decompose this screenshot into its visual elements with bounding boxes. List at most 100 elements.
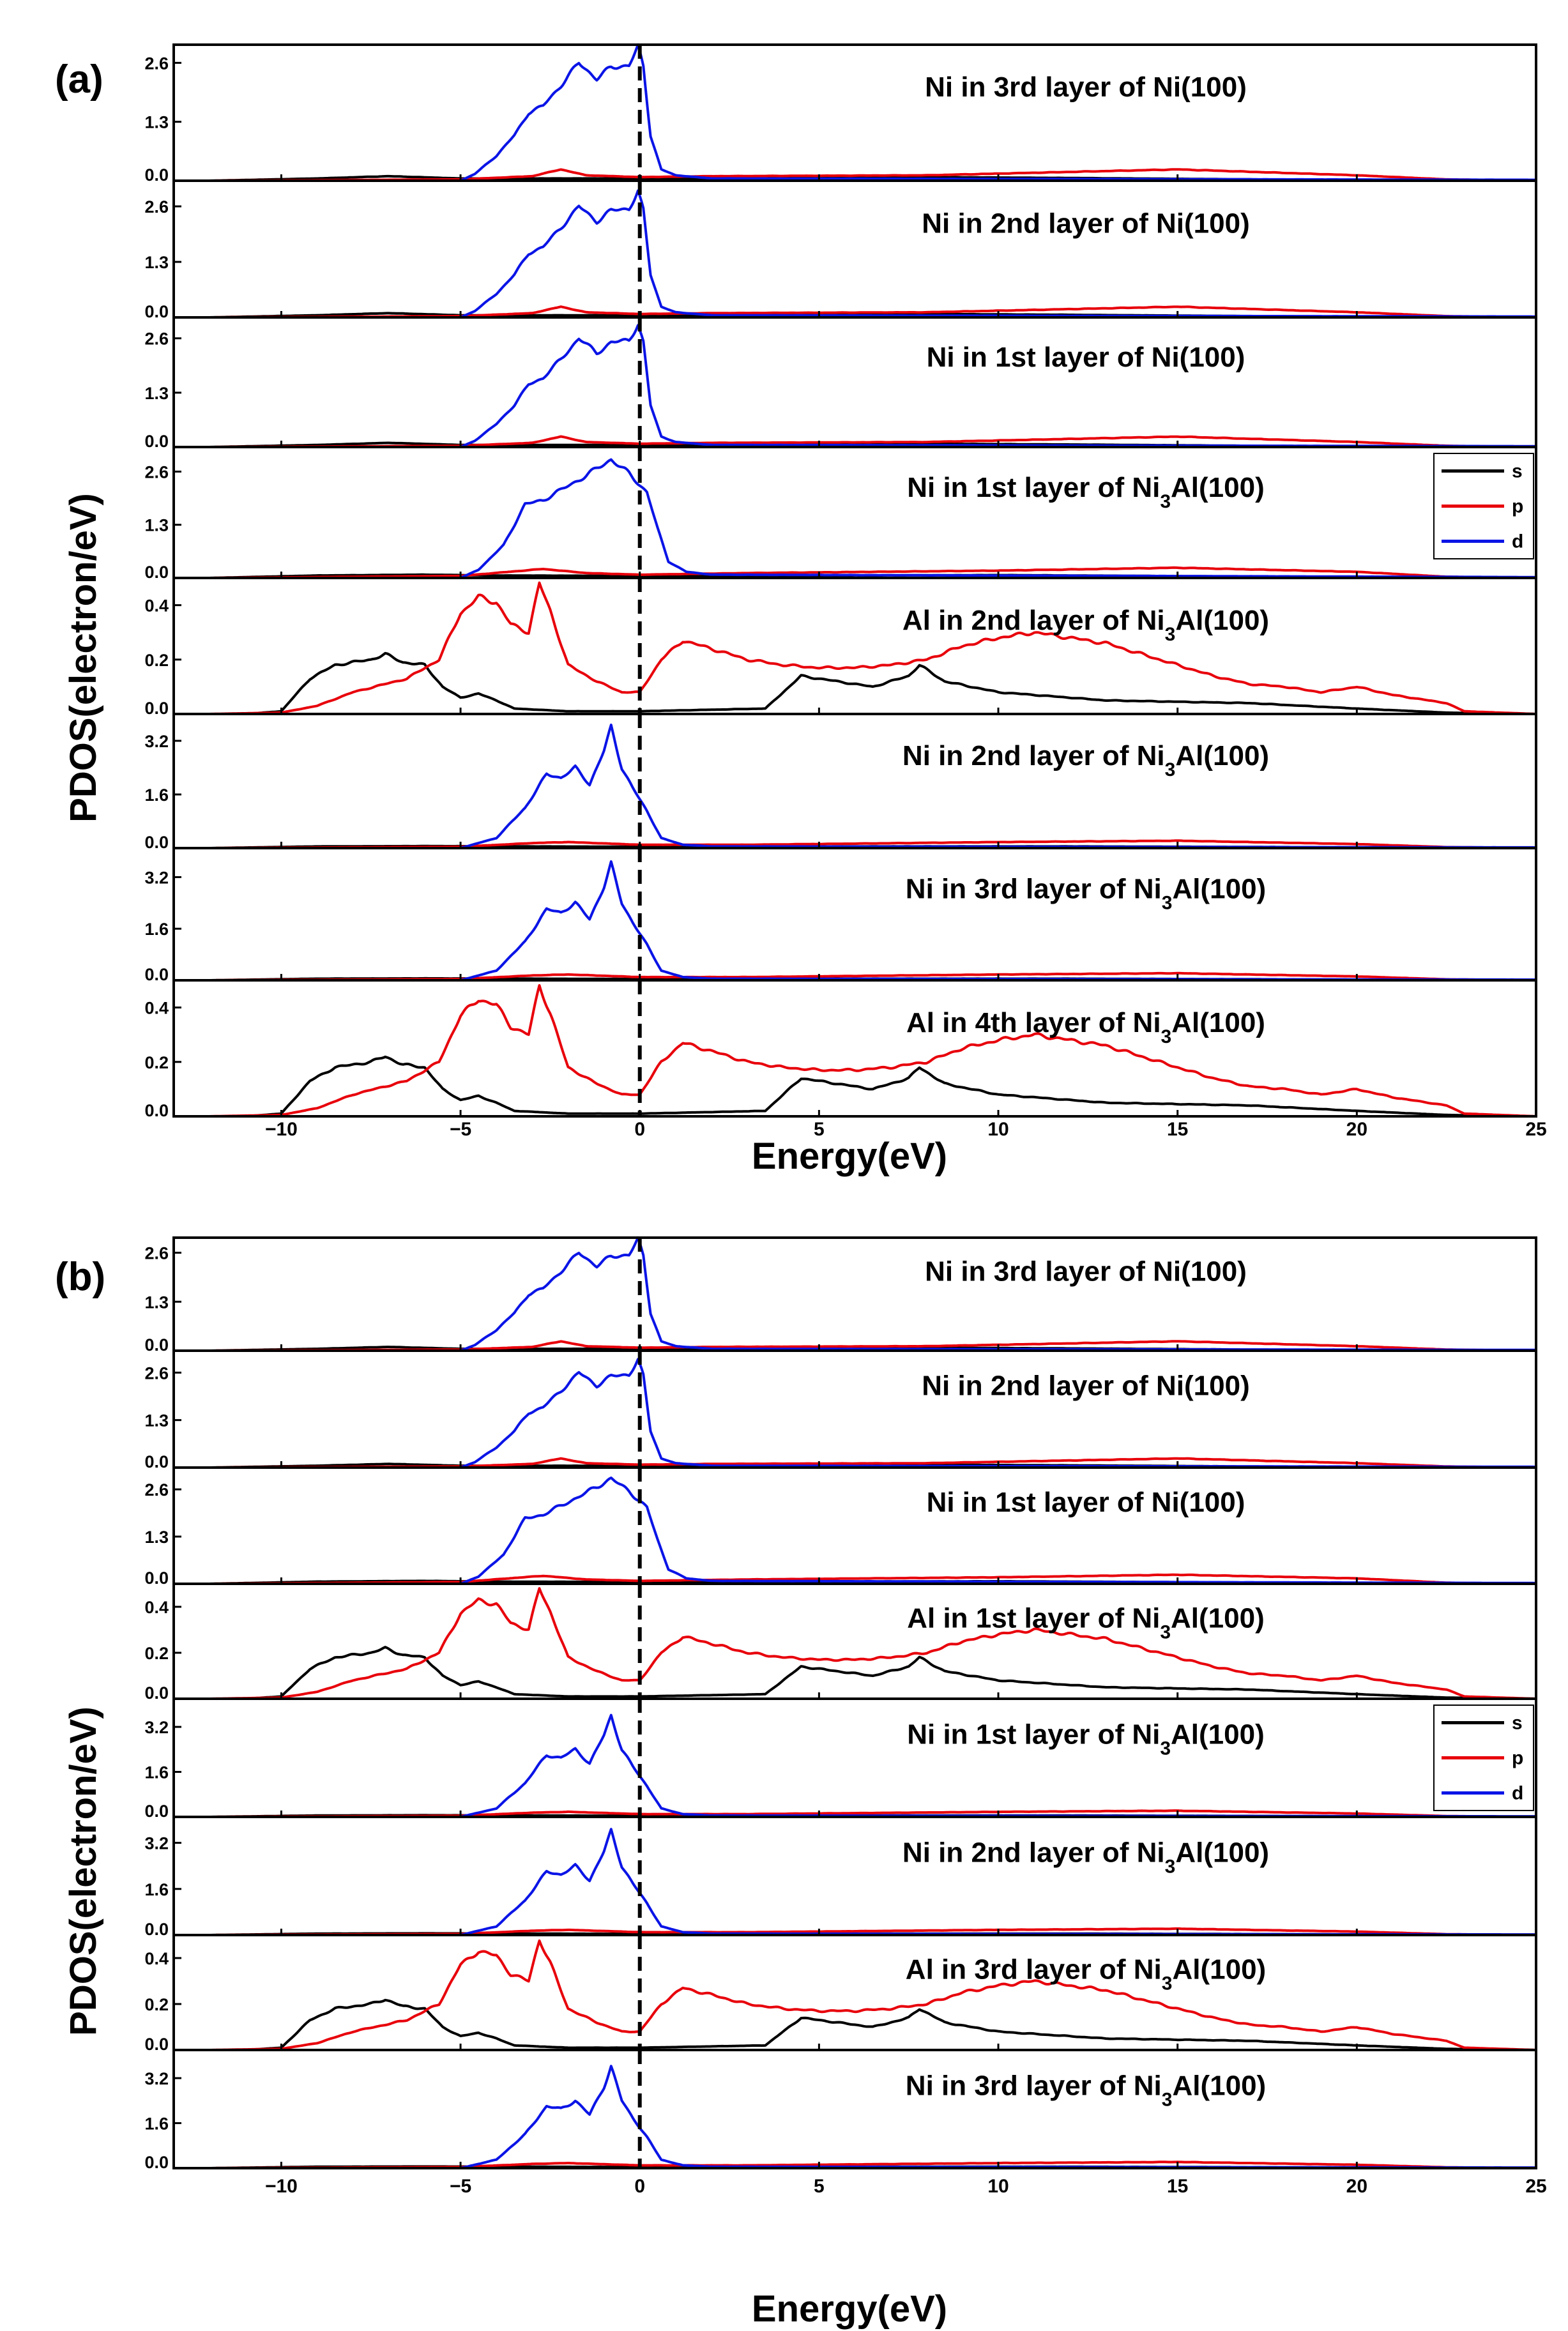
legend-label-p: p bbox=[1512, 496, 1523, 517]
y-tick-label: 1.3 bbox=[144, 516, 169, 535]
figure-a-label: (a) bbox=[55, 57, 103, 102]
subscript: 3 bbox=[1160, 1738, 1171, 1759]
panel-frame bbox=[172, 1697, 1537, 1818]
y-tick-label: 0.0 bbox=[144, 833, 169, 852]
y-tick-label: 2.6 bbox=[144, 54, 169, 73]
x-tick-label: 25 bbox=[1525, 2176, 1546, 2197]
series-p-line bbox=[174, 984, 1537, 1118]
panel-frame bbox=[172, 847, 1537, 982]
figure-b-panels: 0.0 1.3 2.6 Ni in 3rd layer of Ni(100) 0.0 1.… bbox=[144, 1236, 1547, 2197]
y-tick-label: 0.2 bbox=[144, 1995, 169, 2014]
y-tick-label: 1.3 bbox=[144, 113, 169, 132]
panel-title: Ni in 2nd layer of Ni(100) bbox=[922, 1371, 1249, 1402]
legend-label-p: p bbox=[1512, 1748, 1523, 1769]
svg-text:PDOS(electron/eV): PDOS(electron/eV) bbox=[63, 493, 104, 823]
panel-frame bbox=[172, 1236, 1537, 1352]
series-p-line bbox=[174, 1939, 1537, 2051]
x-tick-label: 0 bbox=[634, 1119, 645, 1140]
panel: 0.0 1.6 3.2 Ni in 2nd layer of Ni3Al(100) bbox=[144, 713, 1537, 852]
x-tick-label: 20 bbox=[1346, 2176, 1367, 2197]
y-tick-label: 2.6 bbox=[144, 330, 169, 349]
x-tick-label: 15 bbox=[1167, 1119, 1188, 1140]
panel: 0.00.20.4 Al in 2nd layer of Ni3Al(100) bbox=[144, 577, 1537, 718]
panel-frame bbox=[172, 446, 1537, 579]
panel: 0.0 1.3 2.6 Ni in 2nd layer of Ni(100) bbox=[144, 1349, 1537, 1471]
y-tick-label: 1.6 bbox=[144, 2115, 169, 2134]
y-tick-label: 0.0 bbox=[144, 965, 169, 984]
y-tick-label: 2.6 bbox=[144, 1480, 169, 1500]
subscript: 3 bbox=[1161, 1026, 1172, 1047]
series-p-line bbox=[174, 566, 1536, 579]
series-d-line bbox=[174, 2065, 1536, 2169]
series-d-line bbox=[174, 1358, 1536, 1469]
legend-label-d: d bbox=[1512, 1783, 1523, 1804]
x-tick-label: 5 bbox=[814, 1119, 825, 1140]
panel-title: Ni in 2nd layer of Ni(100) bbox=[922, 208, 1249, 239]
x-tick-label: −5 bbox=[450, 1119, 471, 1140]
figure-b-label: (b) bbox=[55, 1255, 105, 1299]
panel-frame bbox=[172, 1934, 1537, 2051]
subscript: 3 bbox=[1162, 2089, 1173, 2110]
y-tick-label: 0.4 bbox=[144, 1598, 169, 1617]
y-tick-label: 0.0 bbox=[144, 1335, 169, 1355]
y-tick-label: 0.4 bbox=[144, 999, 169, 1018]
y-tick-label: 0.4 bbox=[144, 1949, 169, 1968]
y-tick-label: 0.0 bbox=[144, 1920, 169, 1939]
panel: 0.00.20.4 Al in 1st layer of Ni3Al(100) bbox=[144, 1583, 1537, 1703]
y-tick-label: 0.0 bbox=[144, 165, 169, 185]
panel-frame bbox=[172, 43, 1537, 182]
series-d-line bbox=[174, 860, 1536, 982]
x-tick-label: 20 bbox=[1346, 1119, 1367, 1140]
x-tick-label: 10 bbox=[987, 2176, 1009, 2197]
x-tick-label: 10 bbox=[987, 1119, 1009, 1140]
panel: 0.0 1.6 3.2 Ni in 3rd layer of Ni3Al(100) bbox=[144, 847, 1537, 984]
y-tick-label: 1.6 bbox=[144, 1763, 169, 1782]
svg-text:PDOS(electron/eV): PDOS(electron/eV) bbox=[63, 1706, 104, 2036]
subscript: 3 bbox=[1165, 1856, 1176, 1877]
y-tick-label: 0.2 bbox=[144, 1053, 169, 1072]
y-tick-label: 0.0 bbox=[144, 1568, 169, 1588]
panel-title: Ni in 3rd layer of Ni(100) bbox=[925, 1256, 1247, 1287]
panel-title: Ni in 2nd layer of Ni3Al(100) bbox=[902, 740, 1269, 780]
panel: 0.0 1.6 3.2 Ni in 2nd layer of Ni3Al(100) bbox=[144, 1816, 1537, 1939]
y-tick-label: 3.2 bbox=[144, 1718, 169, 1737]
panel-title: Ni in 3rd layer of Ni3Al(100) bbox=[906, 2070, 1266, 2110]
legend-label-d: d bbox=[1512, 531, 1523, 552]
y-tick-label: 2.6 bbox=[144, 197, 169, 216]
y-tick-label: 0.0 bbox=[144, 1452, 169, 1471]
y-tick-label: 1.3 bbox=[144, 1528, 169, 1547]
figure-a-xlabel: Energy(eV) bbox=[752, 1135, 947, 1177]
legend-label-s: s bbox=[1512, 461, 1523, 482]
panel: 0.0 1.3 2.6 Ni in 3rd layer of Ni(100) bbox=[144, 1236, 1537, 1355]
panel-title: Ni in 1st layer of Ni(100) bbox=[927, 1487, 1245, 1518]
y-tick-label: 1.3 bbox=[144, 1293, 169, 1312]
panel: 0.00.20.4 Al in 3rd layer of Ni3Al(100) bbox=[144, 1934, 1537, 2054]
panel-title: Ni in 2nd layer of Ni3Al(100) bbox=[902, 1837, 1269, 1877]
panel: 0.0 1.3 2.6 Ni in 1st layer of Ni(100) bbox=[144, 316, 1537, 451]
legend-label-s: s bbox=[1512, 1713, 1523, 1734]
series-p-line bbox=[174, 581, 1537, 715]
figure-b-ylabel: PDOS(electron/eV) bbox=[63, 1706, 104, 2036]
series-p-line bbox=[174, 1573, 1536, 1585]
series-d-line bbox=[174, 43, 1536, 182]
y-tick-label: 0.0 bbox=[144, 302, 169, 321]
subscript: 3 bbox=[1160, 490, 1171, 512]
y-tick-label: 3.2 bbox=[144, 732, 169, 751]
panel-title: Ni in 1st layer of Ni3Al(100) bbox=[907, 472, 1265, 512]
panel-frame bbox=[172, 979, 1537, 1118]
y-tick-label: 0.0 bbox=[144, 432, 169, 451]
series-p-line bbox=[174, 1587, 1537, 1700]
panel-frame bbox=[172, 316, 1537, 448]
y-tick-label: 0.0 bbox=[144, 563, 169, 582]
y-tick-label: 2.6 bbox=[144, 1244, 169, 1263]
y-tick-label: 1.6 bbox=[144, 1880, 169, 1899]
series-d-line bbox=[174, 458, 1536, 579]
y-tick-label: 3.2 bbox=[144, 1834, 169, 1853]
x-tick-label: 25 bbox=[1525, 1119, 1546, 1140]
panel-frame bbox=[172, 2049, 1537, 2169]
y-tick-label: 3.2 bbox=[144, 2069, 169, 2088]
x-tick-label: −10 bbox=[265, 1119, 298, 1140]
x-tick-label: −10 bbox=[265, 2176, 298, 2197]
panel-title: Ni in 1st layer of Ni3Al(100) bbox=[907, 1719, 1265, 1759]
